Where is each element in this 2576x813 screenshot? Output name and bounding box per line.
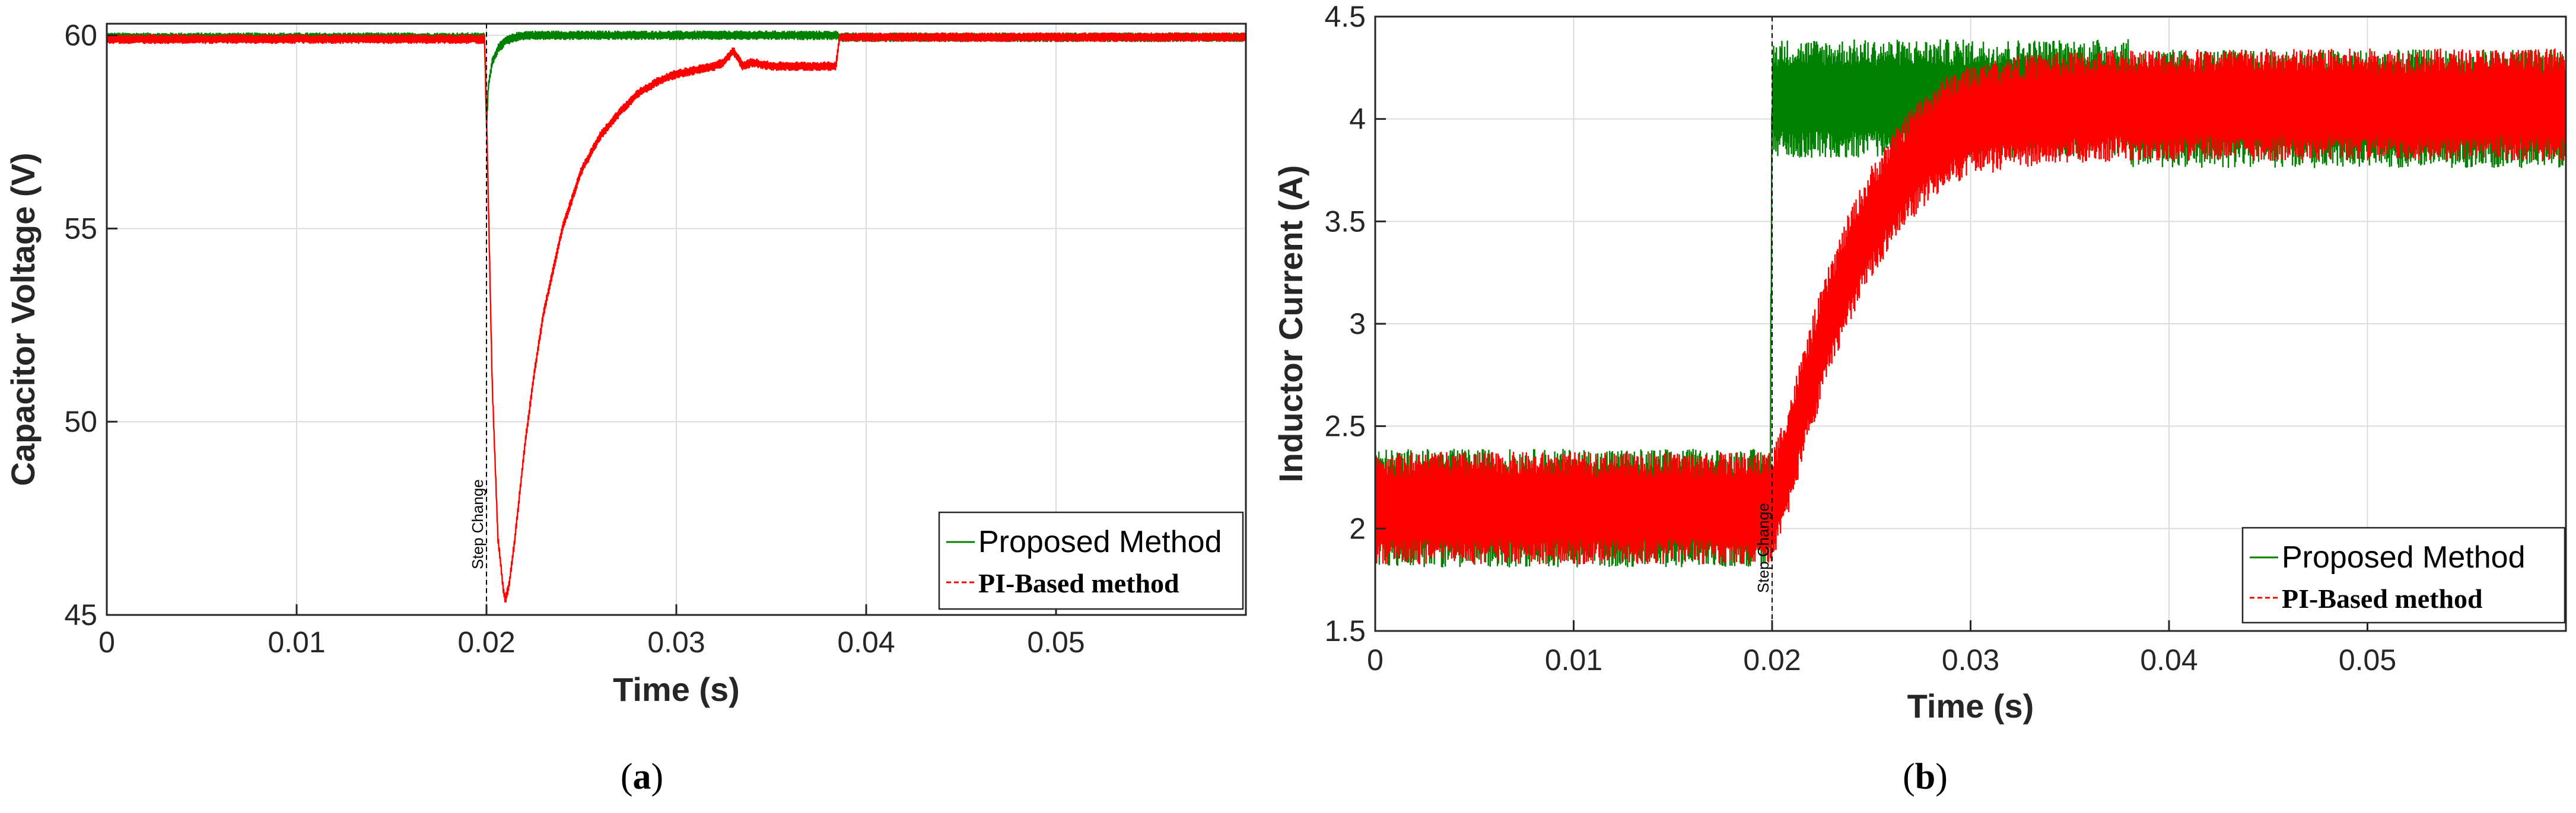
y-tick-label: 55	[64, 212, 97, 245]
step-change-label: Step Change	[469, 479, 486, 569]
y-tick-label: 3	[1349, 307, 1366, 340]
y-tick-label: 4	[1349, 103, 1366, 136]
x-tick-label: 0.05	[2339, 643, 2396, 677]
y-tick-label: 50	[64, 405, 97, 438]
y-tick-label: 3.5	[1324, 205, 1366, 238]
step-change-label: Step Change	[1754, 503, 1772, 593]
y-tick-label: 2	[1349, 512, 1366, 545]
x-tick-label: 0.03	[647, 626, 705, 659]
legend-entry: Proposed Method	[978, 525, 1222, 559]
series-pi-based-method	[106, 32, 1247, 603]
series-line	[106, 32, 1247, 603]
y-tick-label: 2.5	[1324, 410, 1366, 443]
panel-a-voltage-chart: Step Change 0 0.01 0.02 0.03 0.04 0.05 45 50 55 60…	[4, 19, 1247, 708]
caption-b: (b)	[1903, 757, 1948, 797]
y-axis-title: Capacitor Voltage (V)	[4, 152, 42, 486]
caption-a: (a)	[621, 757, 663, 797]
legend-entry: PI-Based method	[978, 568, 1179, 598]
legend-entry: Proposed Method	[2282, 540, 2526, 575]
x-tick-label: 0	[98, 626, 115, 659]
x-axis-title: Time (s)	[1907, 687, 2034, 725]
y-axis-title: Inductor Current (A)	[1272, 165, 1309, 482]
series-pi-based-method	[1374, 48, 2567, 565]
legend-entry: PI-Based method	[2282, 584, 2483, 614]
x-tick-label: 0.02	[1743, 643, 1801, 677]
x-axis-title: Time (s)	[613, 671, 740, 708]
y-tick-label: 60	[64, 19, 97, 52]
legend-box	[2241, 527, 2566, 624]
x-tick-label: 0.04	[837, 626, 895, 659]
x-tick-label: 0.03	[1942, 643, 1999, 677]
x-tick-label: 0	[1367, 643, 1384, 677]
x-tick-label: 0.02	[457, 626, 515, 659]
x-tick-label: 0.01	[268, 626, 325, 659]
caption-b-letter: b	[1915, 757, 1935, 797]
y-tick-label: 1.5	[1324, 614, 1366, 648]
caption-a-letter: a	[633, 757, 651, 797]
x-tick-label: 0.05	[1027, 626, 1085, 659]
y-tick-label: 45	[64, 598, 97, 632]
y-tick-label: 4.5	[1324, 0, 1366, 33]
x-tick-label: 0.01	[1545, 643, 1602, 677]
x-tick-label: 0.04	[2140, 643, 2197, 677]
panel-b-current-chart: Step Change 0 0.01 0.02 0.03 0.04 0.05 1.5 2 2.5 3…	[1272, 0, 2567, 725]
legend-box	[938, 511, 1244, 610]
series-line	[1374, 48, 2567, 565]
